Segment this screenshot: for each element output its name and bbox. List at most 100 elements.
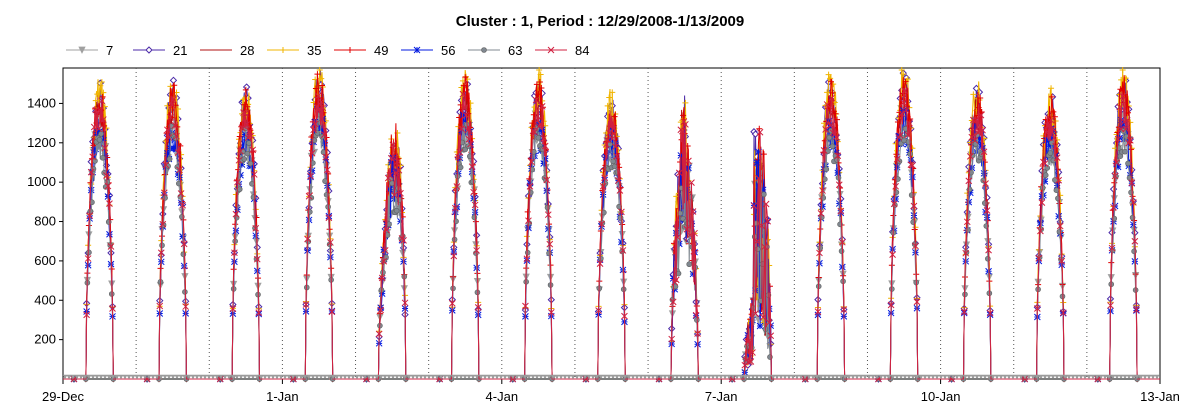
data-point xyxy=(233,214,240,221)
baseline-point xyxy=(718,374,724,380)
baseline-point xyxy=(830,374,836,380)
baseline-point xyxy=(1106,374,1112,380)
data-point xyxy=(90,123,98,131)
data-point xyxy=(246,127,253,135)
data-point xyxy=(960,308,968,316)
data-point xyxy=(541,142,549,150)
data-point xyxy=(1056,222,1064,230)
data-point xyxy=(1110,203,1117,211)
data-point xyxy=(817,210,825,217)
data-point xyxy=(1116,103,1123,111)
baseline-point xyxy=(566,374,572,380)
baseline-point xyxy=(834,374,840,380)
data-point xyxy=(685,157,692,165)
data-point xyxy=(610,124,618,132)
legend-marker xyxy=(78,46,86,54)
baseline-point xyxy=(1142,374,1148,380)
baseline-point xyxy=(590,374,596,380)
data-point xyxy=(544,204,551,211)
data-point xyxy=(162,161,170,169)
data-point xyxy=(307,209,313,215)
data-point xyxy=(689,270,697,278)
data-point xyxy=(889,251,896,258)
data-point xyxy=(107,243,115,250)
data-point xyxy=(97,82,104,89)
data-point xyxy=(243,121,250,128)
data-point xyxy=(526,183,534,190)
baseline-point xyxy=(374,374,380,380)
data-point xyxy=(1046,121,1053,128)
data-point xyxy=(970,91,977,98)
data-point xyxy=(174,149,182,156)
data-point xyxy=(378,274,386,282)
baseline-point xyxy=(606,374,612,380)
data-point xyxy=(887,301,895,309)
x-tick-label: 1-Jan xyxy=(266,389,299,404)
data-point xyxy=(528,158,535,166)
data-point xyxy=(979,126,986,134)
data-point xyxy=(761,191,767,198)
baseline-point xyxy=(542,374,548,380)
baseline-point xyxy=(66,374,72,380)
data-point xyxy=(159,220,167,228)
data-point xyxy=(538,84,545,91)
baseline-point xyxy=(986,374,992,380)
series-84 xyxy=(63,87,1160,383)
data-point xyxy=(464,126,471,134)
baseline-point xyxy=(942,374,948,380)
data-point xyxy=(606,94,613,101)
data-point xyxy=(1111,172,1119,180)
data-point xyxy=(760,151,767,158)
data-point xyxy=(840,306,848,313)
data-point xyxy=(966,153,974,160)
data-point xyxy=(474,304,482,311)
baseline-point xyxy=(294,374,300,380)
baseline-point xyxy=(210,374,216,380)
baseline-point xyxy=(458,374,464,380)
data-point xyxy=(532,96,540,104)
data-point xyxy=(1123,116,1131,124)
data-point xyxy=(1049,125,1056,132)
baseline-point xyxy=(1042,374,1048,380)
data-point xyxy=(106,200,113,207)
data-point xyxy=(465,135,473,143)
baseline-point xyxy=(478,374,484,380)
data-point xyxy=(1121,91,1128,98)
data-point xyxy=(543,187,551,195)
baseline-point xyxy=(286,374,292,380)
data-point xyxy=(451,204,459,212)
baseline-point xyxy=(510,374,516,380)
legend-item: 21 xyxy=(133,43,187,58)
data-point xyxy=(381,247,389,254)
data-point xyxy=(686,231,694,239)
data-point xyxy=(87,186,95,194)
data-point xyxy=(536,79,543,86)
baseline-point xyxy=(1098,374,1104,380)
data-point xyxy=(249,161,257,169)
baseline-point xyxy=(882,374,888,380)
baseline-point xyxy=(298,374,304,380)
data-point xyxy=(823,166,830,173)
baseline-point xyxy=(1086,374,1092,380)
data-point xyxy=(242,83,251,91)
legend-item: 35 xyxy=(267,43,321,58)
data-point xyxy=(173,132,180,140)
baseline-point xyxy=(666,374,672,380)
baseline-point xyxy=(190,374,196,380)
data-point xyxy=(546,250,552,257)
data-point xyxy=(977,94,984,101)
data-point xyxy=(1050,134,1058,142)
data-point xyxy=(672,229,680,237)
data-point xyxy=(838,238,846,246)
data-point xyxy=(397,189,404,197)
baseline-point xyxy=(158,374,164,380)
data-point xyxy=(249,146,257,154)
data-point xyxy=(461,104,468,112)
data-point xyxy=(164,126,171,134)
baseline-point xyxy=(494,374,500,380)
baseline-point xyxy=(634,374,640,380)
data-point xyxy=(307,172,314,180)
baseline-point xyxy=(862,374,868,380)
data-point xyxy=(674,233,682,241)
data-point xyxy=(1122,125,1130,133)
